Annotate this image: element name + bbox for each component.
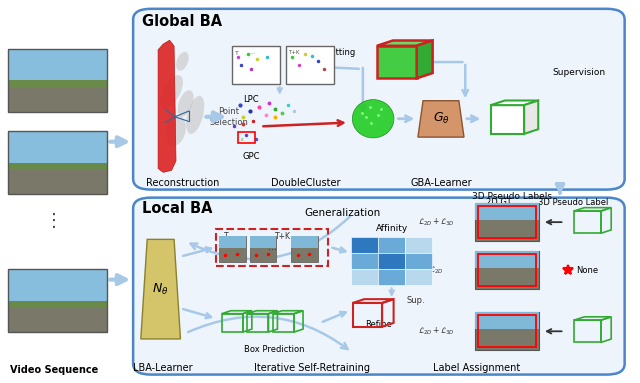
Polygon shape (418, 101, 464, 137)
FancyBboxPatch shape (378, 253, 405, 269)
Ellipse shape (166, 115, 186, 146)
Polygon shape (141, 239, 180, 339)
Polygon shape (377, 46, 417, 79)
Polygon shape (491, 105, 524, 134)
Polygon shape (491, 100, 538, 105)
Text: T+K: T+K (288, 50, 300, 55)
Text: ...: ... (268, 242, 277, 252)
Ellipse shape (178, 90, 193, 117)
Text: Reconstruction: Reconstruction (146, 178, 219, 188)
Text: Point
Selection: Point Selection (209, 107, 248, 126)
Text: ...: ... (250, 50, 255, 55)
Text: ⋮: ⋮ (45, 213, 63, 230)
FancyBboxPatch shape (8, 301, 107, 313)
Text: GBA-Learner: GBA-Learner (411, 178, 472, 188)
FancyBboxPatch shape (250, 236, 276, 262)
Text: $G_\theta$: $G_\theta$ (433, 111, 449, 126)
Text: Affinity: Affinity (376, 224, 408, 233)
Text: 2D GT: 2D GT (486, 198, 511, 207)
FancyBboxPatch shape (219, 236, 246, 262)
Text: Fitting: Fitting (329, 48, 356, 57)
Text: $\mathcal{L}_{2D}$: $\mathcal{L}_{2D}$ (406, 268, 422, 280)
FancyBboxPatch shape (219, 236, 246, 248)
FancyBboxPatch shape (351, 269, 378, 285)
Text: DoubleCluster: DoubleCluster (271, 178, 340, 188)
Text: LBA-Learner: LBA-Learner (133, 363, 193, 373)
FancyBboxPatch shape (475, 203, 539, 220)
Text: 3D Pseudo Labels: 3D Pseudo Labels (472, 192, 552, 201)
FancyBboxPatch shape (286, 46, 334, 84)
Text: ε: ε (241, 137, 244, 142)
FancyBboxPatch shape (8, 49, 107, 83)
FancyBboxPatch shape (405, 237, 432, 253)
FancyBboxPatch shape (8, 269, 107, 304)
Text: Box Prediction: Box Prediction (244, 345, 304, 354)
Text: Sup.: Sup. (406, 296, 425, 305)
Text: LPC: LPC (243, 95, 259, 103)
Text: T: T (224, 232, 228, 241)
FancyBboxPatch shape (475, 203, 539, 241)
FancyBboxPatch shape (405, 269, 432, 285)
FancyBboxPatch shape (8, 308, 107, 332)
Text: 3D Pseudo Label: 3D Pseudo Label (538, 198, 608, 207)
Ellipse shape (186, 96, 204, 134)
Polygon shape (158, 40, 176, 172)
Text: $\mathcal{L}_{2D}+\mathcal{L}_{3D}$: $\mathcal{L}_{2D}+\mathcal{L}_{3D}$ (418, 216, 455, 228)
FancyBboxPatch shape (250, 236, 276, 248)
FancyBboxPatch shape (133, 198, 625, 375)
Ellipse shape (176, 52, 189, 71)
FancyBboxPatch shape (475, 251, 539, 289)
Text: Global BA: Global BA (142, 14, 222, 29)
FancyBboxPatch shape (378, 269, 405, 285)
Polygon shape (377, 41, 433, 46)
FancyBboxPatch shape (475, 251, 539, 268)
FancyBboxPatch shape (8, 80, 107, 93)
Text: $\mathcal{L}_{2D}$: $\mathcal{L}_{2D}$ (429, 264, 444, 276)
FancyBboxPatch shape (291, 236, 318, 262)
Text: Refine: Refine (365, 320, 392, 329)
Text: GPC: GPC (242, 152, 260, 161)
FancyBboxPatch shape (8, 131, 107, 166)
Text: Generalization: Generalization (304, 208, 381, 218)
Text: Iterative Self-Retraining: Iterative Self-Retraining (254, 363, 371, 373)
FancyBboxPatch shape (351, 237, 378, 253)
Text: Local BA: Local BA (142, 201, 212, 216)
Text: None: None (576, 265, 598, 275)
FancyBboxPatch shape (475, 312, 539, 329)
FancyBboxPatch shape (378, 237, 405, 253)
Text: Video Sequence: Video Sequence (10, 365, 99, 375)
Polygon shape (417, 41, 433, 79)
Text: Label Assignment: Label Assignment (433, 363, 520, 373)
FancyBboxPatch shape (475, 312, 539, 350)
Polygon shape (524, 100, 538, 134)
FancyBboxPatch shape (8, 88, 107, 112)
FancyBboxPatch shape (351, 253, 378, 269)
Text: T+K: T+K (275, 232, 291, 241)
FancyBboxPatch shape (8, 163, 107, 175)
Text: Supervision: Supervision (552, 68, 606, 77)
FancyBboxPatch shape (8, 170, 107, 195)
Text: $\mathcal{L}_{2D}+\mathcal{L}_{3D}$: $\mathcal{L}_{2D}+\mathcal{L}_{3D}$ (418, 326, 455, 337)
FancyBboxPatch shape (291, 236, 318, 248)
Ellipse shape (352, 100, 394, 138)
Text: T: T (235, 51, 239, 56)
Text: $N_\theta$: $N_\theta$ (152, 282, 169, 297)
FancyBboxPatch shape (405, 253, 432, 269)
FancyBboxPatch shape (232, 46, 280, 84)
FancyBboxPatch shape (133, 9, 625, 190)
Ellipse shape (160, 75, 183, 109)
